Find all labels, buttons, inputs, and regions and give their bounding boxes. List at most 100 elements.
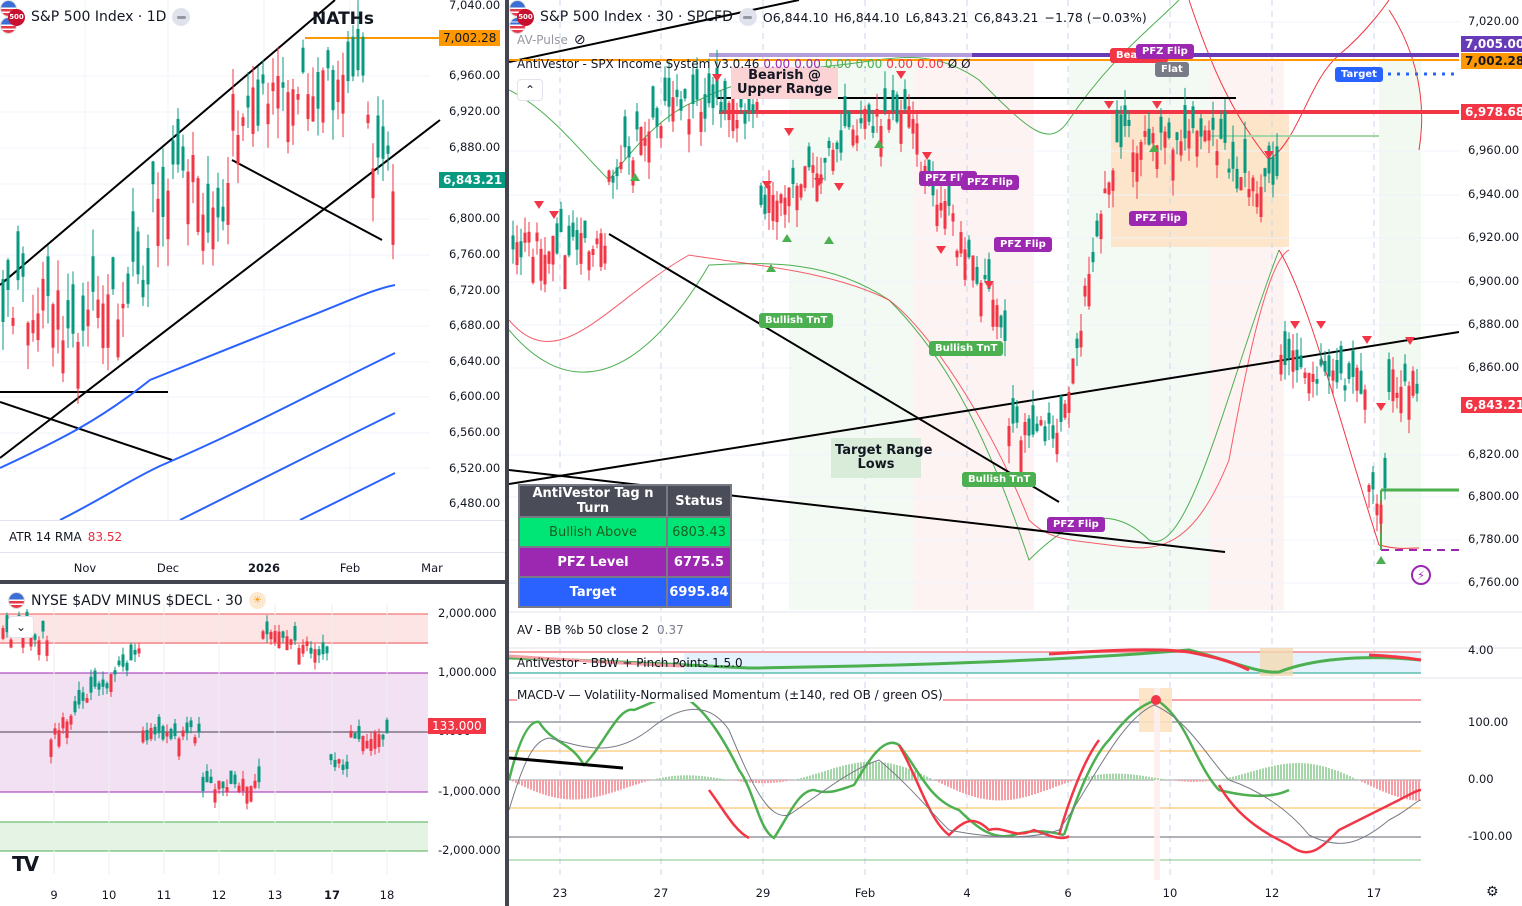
ath-level-tag: 7,002.28	[1461, 53, 1522, 69]
x-tick: 11	[156, 888, 172, 902]
table-header: Status	[666, 484, 732, 518]
last-value-tag: 133.000	[428, 718, 486, 734]
pfz-flip-chip: PFZ Flip	[994, 237, 1052, 252]
x-tick: 12	[211, 888, 227, 902]
tick: 6,880.00	[449, 140, 501, 154]
collapse-chevron-down-icon[interactable]: ⌄	[8, 616, 34, 638]
main-chart-title[interactable]: S&P 500 Index · 30 · SPCFD	[540, 9, 733, 25]
hide-series-button[interactable]	[738, 8, 757, 26]
macd-label[interactable]: MACD-V — Volatility-Normalised Momentum …	[517, 688, 943, 702]
system-value: 0.00	[794, 57, 821, 71]
breadth-value-axis[interactable]: 2,000.000 1,000.000 0.000 -1,000.000 -2,…	[428, 584, 505, 884]
ohlc-low: L6,843.21	[905, 9, 969, 25]
chart-title[interactable]: S&P 500 Index · 1D	[31, 9, 167, 25]
intraday-price-axis[interactable]: 7,020.00 6,960.00 6,940.00 6,920.00 6,90…	[1459, 0, 1522, 612]
x-tick: 12	[1264, 886, 1280, 900]
target-chip: Target	[1335, 67, 1383, 82]
intraday-time-axis[interactable]: 23 27 29 Feb 4 6 10 12 17 ⚙	[509, 880, 1522, 906]
pane-resize-handle-vertical[interactable]	[505, 0, 509, 906]
ohlc-open: O6,844.10	[762, 9, 829, 25]
x-tick: 9	[50, 888, 58, 902]
x-tick: 2026	[247, 561, 281, 575]
x-tick: 10	[101, 888, 117, 902]
daily-chart-canvas[interactable]	[0, 0, 505, 580]
macd-value-axis[interactable]: 100.00 0.00 -100.00	[1459, 678, 1522, 878]
system-value: 0.00	[855, 57, 883, 71]
tick: 6,940.00	[1468, 187, 1520, 201]
table-header: AntiVestor Tag n Turn	[518, 484, 668, 518]
row-value: 6775.5	[666, 546, 732, 578]
tick: -100.00	[1468, 829, 1513, 843]
market-hours-sun-icon: ☀	[248, 592, 266, 609]
atr-legend: ATR 14 RMA 83.52	[9, 530, 122, 544]
daily-price-axis[interactable]: 7,040.00 6,960.00 6,920.00 6,880.00 6,80…	[437, 0, 505, 520]
intraday-chart-pane[interactable]: 500 S&P 500 Index · 30 · SPCFD O6,844.10…	[509, 0, 1522, 906]
system-value: 0.00	[917, 57, 944, 71]
eye-hidden-icon[interactable]: ⊘	[573, 32, 586, 48]
tick: 6,900.00	[1468, 274, 1520, 288]
tick: 6,480.00	[449, 496, 501, 510]
us-flag-icon	[8, 592, 25, 609]
tradingview-logo[interactable]: TV	[12, 852, 39, 876]
tick: 2,000.000	[438, 606, 497, 620]
breadth-chart-pane[interactable]: NYSE $ADV MINUS $DECL · 30 ☀ ⌄ 2,000.000…	[0, 584, 505, 906]
daily-legend: 500 S&P 500 Index · 1D	[8, 8, 191, 26]
tick: 1,000.000	[438, 665, 497, 679]
lightning-alert-icon[interactable]: ⚡	[1411, 565, 1431, 585]
tick: 6,800.00	[1468, 489, 1520, 503]
tick: 7,040.00	[449, 0, 501, 12]
daily-time-axis[interactable]: Nov Dec 2026 Feb Mar	[0, 552, 505, 580]
row-label: Target	[518, 576, 668, 608]
x-tick: Nov	[73, 561, 97, 575]
settings-gear-icon[interactable]: ⚙	[1486, 884, 1499, 900]
x-tick: 17	[1366, 886, 1382, 900]
hide-series-button[interactable]	[172, 8, 191, 26]
atr-label: ATR 14 RMA	[9, 530, 82, 544]
bbw-label[interactable]: AntiVestor - BBW + Pinch Points 1.5.0	[517, 656, 743, 670]
table-row: Target 6995.84	[518, 576, 732, 608]
bbpb-label: AV - BB %b 50 close 2	[517, 623, 650, 637]
tick: -1,000.000	[438, 784, 501, 798]
breadth-title[interactable]: NYSE $ADV MINUS $DECL · 30	[31, 592, 243, 609]
x-tick: Feb	[339, 561, 361, 575]
x-tick: Feb	[854, 886, 876, 900]
tick: 0.00	[1468, 772, 1494, 786]
system-value: 0.00	[763, 57, 791, 71]
x-tick: 29	[755, 886, 771, 900]
tick: 6,880.00	[1468, 317, 1520, 331]
pane-separator	[0, 520, 505, 521]
system-value: 0.00	[824, 57, 852, 71]
bbpb-value: 0.37	[657, 623, 684, 637]
row-value: 6995.84	[666, 576, 732, 608]
breadth-time-axis[interactable]: 9 10 11 12 13 17 18	[0, 884, 505, 906]
av-pulse-legend[interactable]: AV-Pulse ⊘	[517, 32, 586, 48]
table-row: PFZ Level 6775.5	[518, 546, 732, 578]
x-tick: 17	[323, 888, 341, 902]
daily-chart-pane[interactable]: 500 S&P 500 Index · 1D NATHs 7,040.00 6,…	[0, 0, 505, 580]
row-value: 6803.43	[666, 516, 732, 548]
purple-level-tag: 7,005.00	[1461, 36, 1522, 52]
x-tick: 10	[1162, 886, 1178, 900]
collapse-chevron-up-icon[interactable]: ⌃	[517, 79, 543, 101]
bullish-tnt-chip: Bullish TnT	[759, 313, 834, 328]
tick: 6,640.00	[449, 354, 501, 368]
tick: 6,720.00	[449, 283, 501, 297]
symbol-badge: 500	[517, 8, 534, 26]
intraday-chart-canvas[interactable]	[509, 0, 1522, 906]
last-price-tag: 6,843.21	[1461, 397, 1522, 413]
tick: 6,560.00	[449, 425, 501, 439]
tick: 7,020.00	[1468, 14, 1520, 28]
x-tick: 4	[963, 886, 971, 900]
tick: 6,800.00	[449, 211, 501, 225]
atr-value: 83.52	[87, 530, 123, 544]
tick: 6,600.00	[449, 389, 501, 403]
flat-chip: Flat	[1155, 62, 1189, 77]
x-tick: 18	[379, 888, 395, 902]
bbpb-legend[interactable]: AV - BB %b 50 close 2 0.37	[517, 623, 684, 637]
system-value: Ø	[947, 57, 958, 71]
pane-resize-handle-horizontal[interactable]	[0, 580, 507, 584]
bullish-tnt-chip: Bullish TnT	[929, 341, 1004, 356]
income-system-legend[interactable]: AntiVestor - SPX Income System v3.0.46 0…	[517, 57, 971, 71]
tick: 6,860.00	[1468, 360, 1520, 374]
resistance-level-tag: 6,978.68	[1461, 104, 1522, 120]
